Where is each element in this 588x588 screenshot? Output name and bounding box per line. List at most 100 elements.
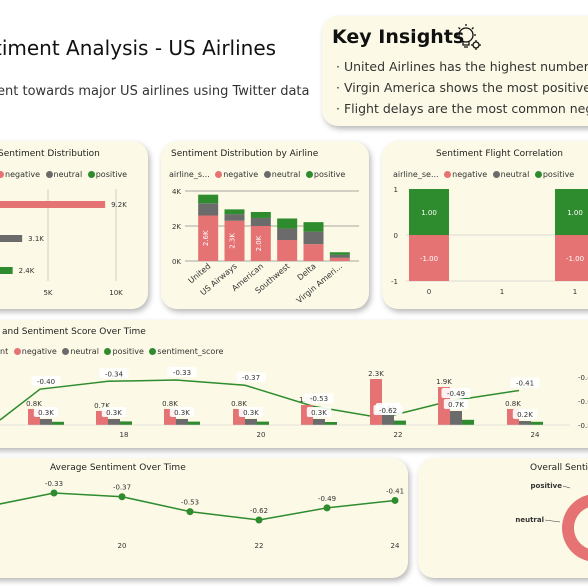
legend-dot-positive [534,171,542,178]
data-label-bg [169,407,195,417]
bar-neutral [40,419,52,425]
chart-title: Sentiment Distribution [0,149,100,159]
average-sentiment-chart: -0.33 -0.37 -0.53 -0.62 -0.49 -0.41 20 22 24 [0,480,404,550]
bar-negative [409,235,449,281]
insight-item: · Flight delays are the most common nega [336,101,588,116]
data-label-bg [238,407,264,417]
x-tick-label: Delta [296,262,318,283]
data-label: 2.4K [19,267,35,275]
score-label: -0.33 [173,369,191,377]
leader-line [562,485,571,489]
bar-positive [188,421,200,425]
sentiment-score-line [0,379,520,421]
sentiment-distribution-card: Sentiment Distribution negative neutral … [0,141,148,309]
y2-tick-label: -0.4 [578,374,588,382]
legend-dot-neutral [263,171,271,178]
bar-neutral [519,421,531,425]
bar-neutral [0,235,23,242]
legend-dot-neutral [62,348,70,355]
chart-legend: airline_s... negative neutral positive [169,170,345,179]
legend-label: positive [313,170,346,179]
data-label: 0.3K [106,409,122,417]
legend-label: negative [452,170,488,179]
x-tick-label: 20 [118,542,127,550]
x-tick-label: 10K [109,289,123,297]
y-tick-label: 2K [172,223,181,231]
x-tick-label: 0 [427,288,431,296]
score-label: -0.49 [447,390,465,398]
data-label: 0.3K [174,409,190,417]
data-label-bg [443,399,469,409]
x-tick-label: 18 [120,431,129,439]
legend-prefix: airline_s... [169,170,210,179]
score-label-bg [31,376,61,387]
bar-neutral [250,217,271,226]
legend-label: neutral [500,170,530,179]
score-label: -0.53 [310,395,328,403]
bar-positive [198,194,219,204]
bar-positive [224,209,245,215]
x-tick-label: Virgin Ameri... [295,262,344,305]
bar-positive [462,419,474,425]
insight-text: Flight delays are the most common nega [343,101,588,116]
key-insights-card: Key Insights · United Airlines has the h… [322,16,588,126]
bar-neutral [277,228,298,240]
data-label-bg [306,407,332,417]
chart-legend: negative neutral positive [0,170,127,179]
legend-dot-negative [215,171,223,178]
legend-dot-negative [13,348,21,355]
legend-prefix: nt [0,347,9,356]
data-label: -1.00 [420,255,438,263]
sentiment-by-airline-card: Sentiment Distribution by Airline airlin… [161,141,369,309]
legend-label: neutral [70,347,99,356]
data-point [50,489,58,497]
data-label-bg [101,407,127,417]
data-label: -0.37 [113,484,131,492]
x-tick-label: 5K [43,289,52,297]
y-tick-label: 4K [172,188,181,196]
score-label-bg [510,377,540,388]
score-label: -0.41 [516,379,534,387]
bar-negative [370,379,382,425]
legend-dot-positive [305,171,313,178]
bar-positive [325,422,337,425]
average-sentiment-card: Average Sentiment Over Time -0.33 -0.37 -0… [0,458,408,578]
chart-title: Overall Senti [530,463,588,473]
data-label: -0.33 [45,480,63,488]
legend-label: positive [112,347,144,356]
legend-dot-sentiment-score [149,348,157,355]
data-label: -1.00 [566,255,584,263]
legend-label: negative [5,170,40,179]
bar-positive [120,421,132,425]
bar-neutral [176,419,188,425]
data-label: 2.3K [368,370,384,378]
data-label: 9.2K [111,201,127,209]
data-point [118,493,126,501]
data-label: -0.53 [181,499,199,507]
chart-title: and Sentiment Score Over Time [2,327,146,337]
y-tick-label: 1 [394,186,398,194]
bar-negative [277,240,298,261]
score-label-bg [167,367,197,377]
flight-correlation-chart: 1 0 -1 -1.00 1.00 0 1 -1.00 1.00 1 [391,186,588,296]
legend-dot-neutral [492,171,500,178]
score-label-bg [236,372,266,383]
data-label: 0.3K [38,409,54,417]
key-insights-title: Key Insights [332,26,465,48]
legend-label: positive [542,170,575,179]
data-label: 2.6K [202,230,210,246]
score-label: -0.62 [379,407,397,415]
bar-negative [250,226,271,261]
data-label: -0.49 [318,495,336,503]
x-tick-label: 22 [394,431,403,439]
insight-text: United Airlines has the highest number o [343,59,588,74]
data-label: 0.3K [311,409,327,417]
score-label-bg [99,368,129,379]
x-tick-label: 20 [257,431,266,439]
page-title: timent Analysis - US Airlines [0,36,277,60]
legend-prefix: airline_se... [393,170,439,179]
score-label-bg [373,405,403,415]
data-point [391,496,399,504]
slice-label: positive [531,482,563,490]
